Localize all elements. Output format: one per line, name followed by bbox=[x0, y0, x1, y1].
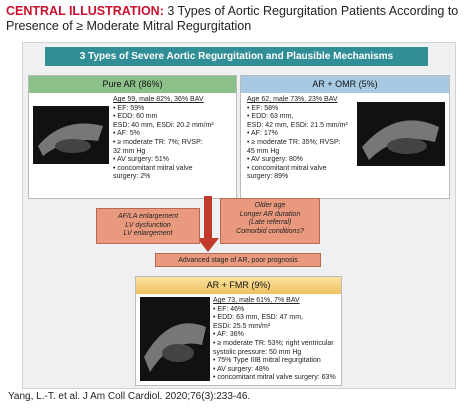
panel-subtitle: Age 73, male 61%, 7% BAV bbox=[213, 297, 300, 304]
stat-line: • EF: 58% bbox=[247, 104, 279, 112]
stat-line: systolic pressure: 50 mm Hg bbox=[213, 348, 302, 356]
panel-title: AR + FMR (9%) bbox=[136, 277, 341, 294]
stat-line: • EF: 46% bbox=[213, 305, 245, 313]
stat-line: ESDi: 25.5 mm/m² bbox=[213, 322, 271, 330]
stat-line: • AV surgery: 48% bbox=[213, 365, 270, 373]
stat-line: • AF: 5% bbox=[113, 130, 140, 138]
mechanism-text: LV dysfunction bbox=[125, 221, 171, 229]
stat-line: • EDD: 60 mm bbox=[113, 113, 158, 121]
stat-line: • ≥ moderate TR: 53%; right ventricular bbox=[213, 340, 334, 347]
stat-line: 45 mm Hg bbox=[247, 147, 280, 155]
mechanism-text: Longer AR duration bbox=[239, 210, 301, 218]
mechanism-text: Comorbid conditions? bbox=[236, 227, 304, 235]
stat-line: ESD: 40 mm, ESDi: 20.2 mm/m² bbox=[113, 121, 214, 129]
echo-graphic bbox=[144, 323, 206, 372]
stat-line: • concomitant mitral valve surgery: 63% bbox=[213, 374, 336, 382]
stat-line: 32 mm Hg bbox=[113, 147, 146, 155]
panel: AR + FMR (9%) Age 73, male 61%, 7% BAV • … bbox=[135, 276, 342, 386]
mechanism-text: AF/LA enlargement bbox=[117, 213, 179, 220]
mechanism-text: (Late referral) bbox=[248, 219, 292, 226]
outcome: Advanced stage of AR, poor prognosis bbox=[155, 253, 321, 267]
stat-line: • ≥ moderate TR: 7%; RVSP: bbox=[113, 139, 203, 146]
stat-line: • EDD: 63 mm, bbox=[247, 113, 294, 121]
panel: AR + OMR (5%) Age 62, male 73%, 23% BAV •… bbox=[240, 75, 450, 199]
stat-line: • 75% Type IIIB mitral regurgitation bbox=[213, 357, 321, 365]
echo-graphic bbox=[362, 120, 439, 160]
panel: Pure AR (86%) Age 59, male 82%, 36% BAV •… bbox=[28, 75, 237, 199]
stat-line: • EDD: 63 mm, ESD: 47 mm, bbox=[213, 314, 303, 322]
panel-title: Pure AR (86%) bbox=[29, 76, 236, 93]
stat-line: • concomitant mitral valve bbox=[247, 164, 327, 172]
header-label: CENTRAL ILLUSTRATION: bbox=[6, 4, 164, 18]
panel-subtitle: Age 59, male 82%, 36% BAV bbox=[113, 96, 204, 103]
citation: Yang, L.-T. et al. J Am Coll Cardiol. 20… bbox=[8, 391, 251, 402]
stat-line: surgery: 2% bbox=[113, 173, 151, 181]
panel-title: AR + OMR (5%) bbox=[241, 76, 449, 93]
stat-line: • AF: 17% bbox=[247, 130, 278, 138]
header-title: 3 Types of Aortic Regurgitation Patients… bbox=[6, 4, 459, 33]
stat-line: • AV surgery: 80% bbox=[247, 156, 304, 164]
banner: 3 Types of Severe Aortic Regurgitation a… bbox=[45, 47, 428, 66]
panel-subtitle: Age 62, male 73%, 23% BAV bbox=[247, 96, 338, 103]
stat-line: • EF: 59% bbox=[113, 104, 145, 112]
mechanism-text: LV enlargement bbox=[123, 230, 173, 237]
echo-graphic bbox=[38, 123, 103, 156]
stat-line: • ≥ moderate TR: 35%; RVSP: bbox=[247, 139, 341, 146]
mechanism-box: Older age Longer AR duration (Late referra… bbox=[220, 198, 320, 244]
header: CENTRAL ILLUSTRATION: 3 Types of Aortic … bbox=[6, 4, 468, 34]
mechanism-box: AF/LA enlargement LV dysfunction LV enlarg… bbox=[96, 208, 200, 244]
stat-line: ESD: 42 mm, ESDi: 21.5 mm/m² bbox=[247, 121, 348, 129]
stat-line: • concomitant mitral valve bbox=[113, 164, 193, 172]
echo-image bbox=[33, 106, 109, 164]
mechanism-text: Older age bbox=[254, 202, 286, 209]
echo-image bbox=[140, 297, 210, 381]
stat-line: • AV surgery: 51% bbox=[113, 156, 170, 164]
arrow bbox=[197, 196, 219, 252]
stat-line: • AF: 36% bbox=[213, 331, 244, 339]
stat-line: surgery: 89% bbox=[247, 173, 289, 181]
echo-image bbox=[357, 102, 445, 166]
